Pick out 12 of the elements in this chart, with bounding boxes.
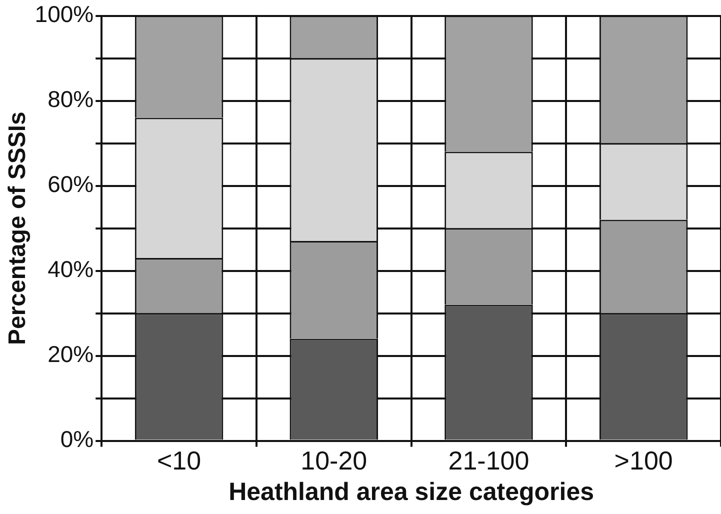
y-tick-label: 60% [48, 171, 94, 198]
y-tick-label: 20% [48, 341, 94, 368]
y-tick-label: 0% [60, 426, 94, 452]
x-tick-label: 10-20 [300, 446, 368, 476]
x-tick-label: >100 [614, 446, 673, 476]
x-tick-label: 21-100 [448, 446, 530, 476]
y-tick-label: 40% [48, 256, 94, 282]
y-axis-title: Percentage of SSSIs [4, 112, 32, 346]
x-tick-label: <10 [156, 446, 202, 476]
y-tick-label: 100% [34, 1, 94, 28]
y-tick-label: 80% [48, 86, 94, 112]
x-axis-title: Heathland area size categories [228, 478, 594, 506]
